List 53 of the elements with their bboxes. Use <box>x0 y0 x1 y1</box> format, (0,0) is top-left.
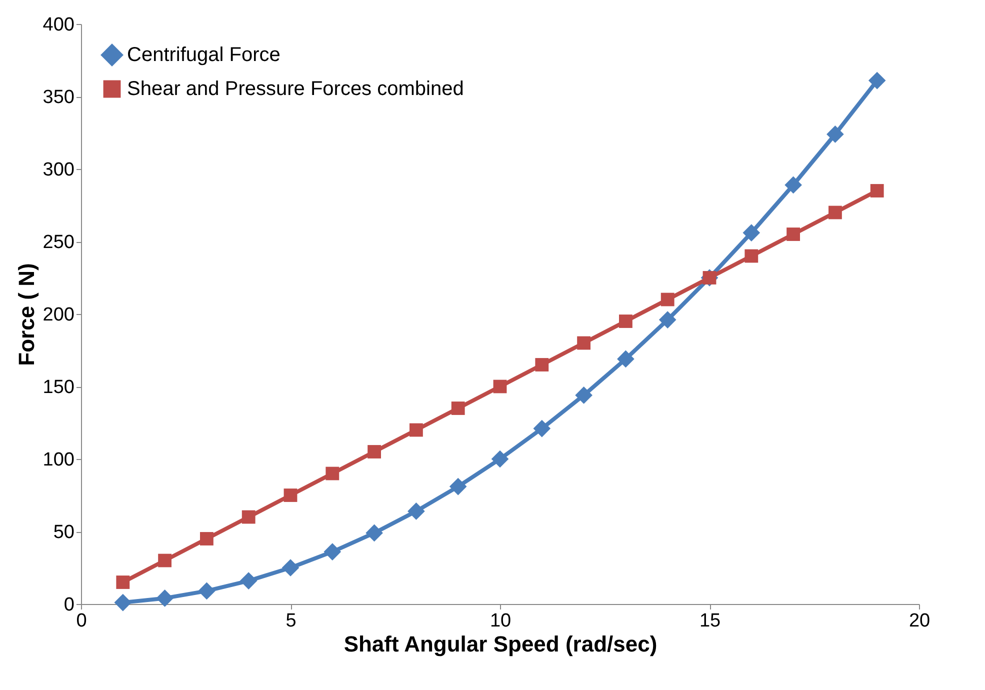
x-tick-label: 5 <box>286 610 296 632</box>
legend-label: Centrifugal Force <box>127 44 280 66</box>
point <box>784 176 802 194</box>
point <box>533 420 551 438</box>
y-tick-label: 200 <box>42 304 74 326</box>
point <box>198 582 216 600</box>
y-axis-title: Force ( N) <box>14 263 39 366</box>
point <box>826 126 844 143</box>
point <box>786 228 800 241</box>
point <box>158 554 172 568</box>
point <box>493 380 507 394</box>
point <box>535 358 549 372</box>
point <box>617 350 634 368</box>
y-tick-label: 300 <box>42 160 74 180</box>
point <box>491 450 509 468</box>
point <box>156 590 174 607</box>
point <box>618 314 632 328</box>
point <box>282 559 300 576</box>
point <box>240 572 258 590</box>
y-tick-label: 0 <box>64 594 74 616</box>
point <box>449 478 467 496</box>
point <box>868 72 886 90</box>
point <box>114 594 132 612</box>
x-tick-label: 15 <box>699 610 721 632</box>
point <box>658 311 676 328</box>
point <box>577 336 591 350</box>
legend-label: Shear and Pressure Forces combined <box>127 78 464 100</box>
y-tick-label: 100 <box>42 450 74 470</box>
y-tick-label: 400 <box>42 14 74 36</box>
point <box>326 466 340 480</box>
y-tick-label: 150 <box>42 377 74 398</box>
point <box>408 502 425 520</box>
point <box>200 532 214 546</box>
x-tick-label: 10 <box>490 610 512 632</box>
x-axis-title: Shaft Angular Speed (rad/sec) <box>344 632 658 656</box>
point <box>660 292 674 306</box>
point <box>742 224 760 242</box>
point <box>284 488 298 502</box>
point <box>116 576 130 589</box>
point <box>451 402 465 415</box>
y-tick-label: 350 <box>42 87 74 108</box>
y-tick-label: 50 <box>53 522 74 543</box>
point <box>324 543 342 560</box>
point <box>368 445 382 458</box>
point <box>409 423 423 437</box>
point <box>242 510 256 524</box>
point <box>828 206 842 220</box>
point <box>366 524 383 542</box>
point <box>744 249 758 263</box>
point <box>870 184 884 198</box>
point <box>575 386 592 404</box>
y-tick-label: 250 <box>42 232 74 253</box>
x-tick-label: 20 <box>908 610 930 632</box>
